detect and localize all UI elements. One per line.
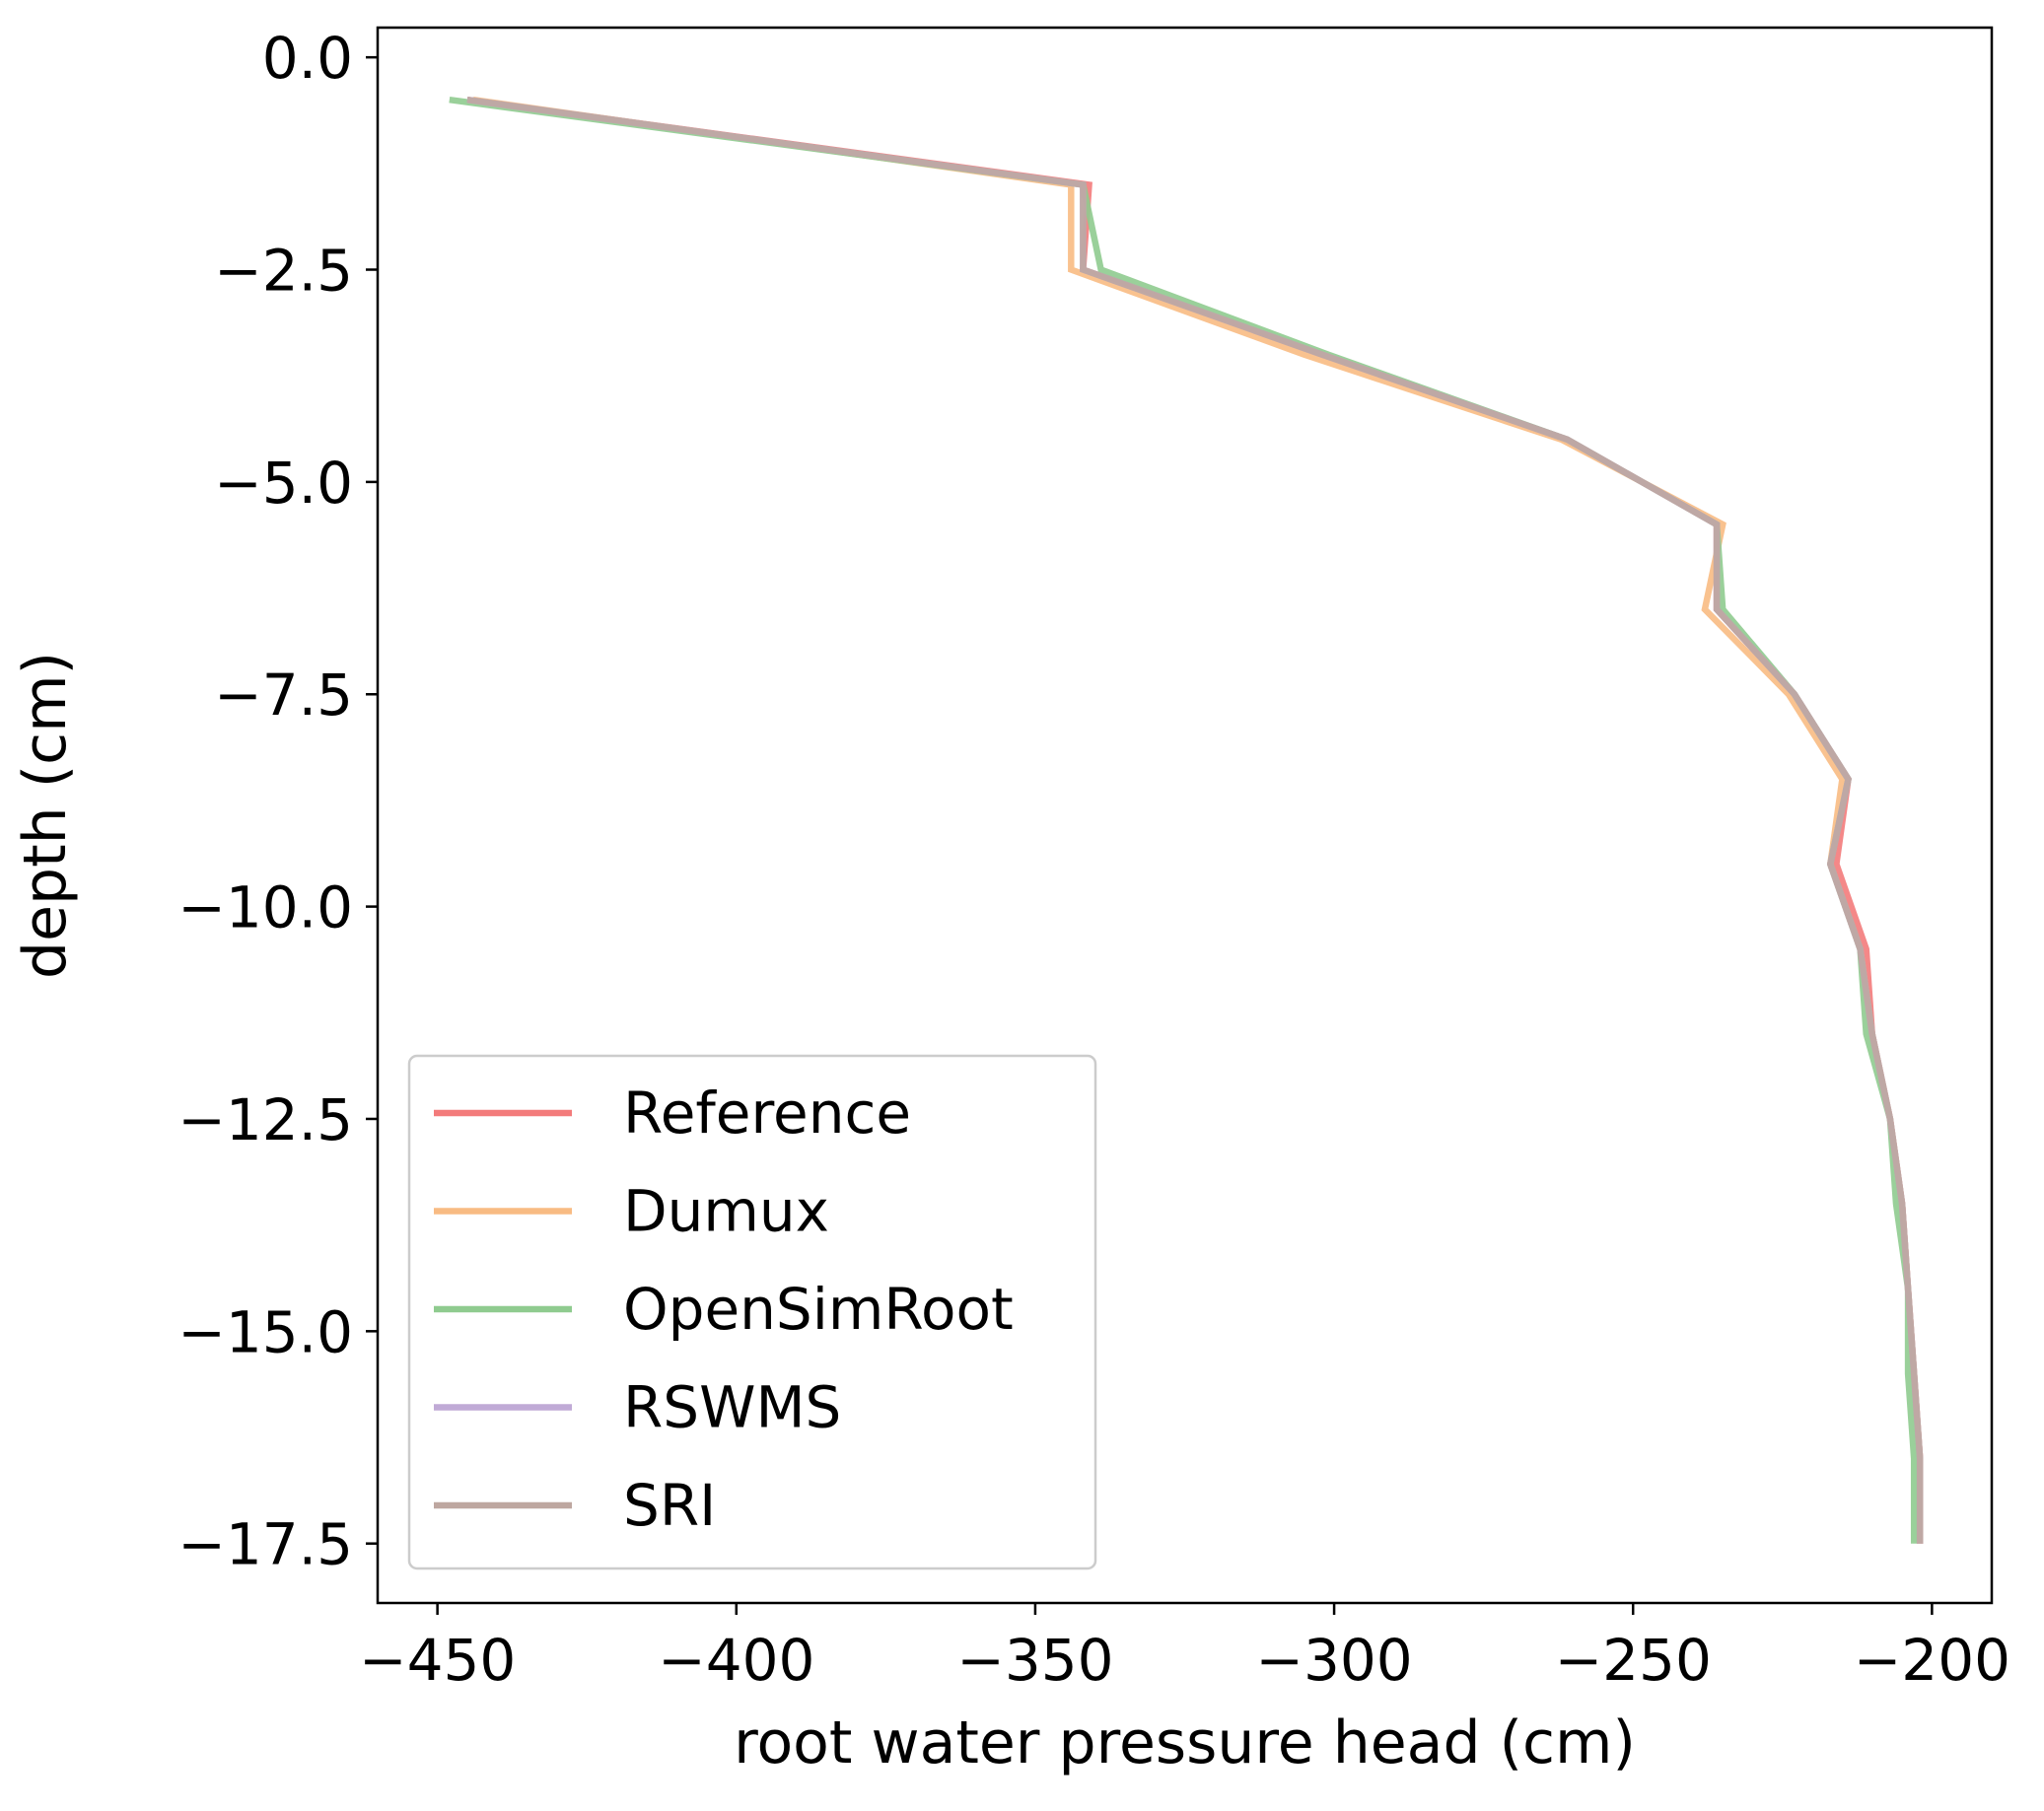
plot-frame	[376, 26, 1994, 1605]
legend-label-reference: Reference	[623, 1080, 911, 1147]
y-axis-title: depth (cm)	[11, 652, 80, 979]
x-tick-label: −450	[359, 1627, 516, 1694]
x-tick-label: −200	[1854, 1627, 2010, 1694]
y-tick-label: −5.0	[214, 450, 353, 517]
legend-label-opensimroot: OpenSimRoot	[623, 1276, 1014, 1343]
y-tick-label: −15.0	[177, 1298, 353, 1365]
y-tick-label: 0.0	[262, 25, 353, 92]
y-tick-label: −17.5	[177, 1511, 353, 1578]
y-tick-label: −2.5	[214, 238, 353, 305]
x-axis-title: root water pressure head (cm)	[734, 1708, 1636, 1777]
legend-label-sri: SRI	[623, 1472, 716, 1539]
x-tick-label: −300	[1255, 1627, 1412, 1694]
x-tick-label: −350	[956, 1627, 1113, 1694]
y-tick-label: −7.5	[214, 662, 353, 729]
x-tick-label: −250	[1555, 1627, 1712, 1694]
y-tick-label: −10.0	[177, 874, 353, 941]
legend-label-rswms: RSWMS	[623, 1374, 841, 1441]
x-tick-label: −400	[658, 1627, 814, 1694]
series-line-sri	[466, 96, 1924, 1544]
legend-box	[407, 1054, 1097, 1570]
series-layer	[449, 96, 1924, 1544]
legend-label-dumux: Dumux	[623, 1178, 829, 1245]
y-axis: 0.0 −2.5 −5.0 −7.5 −10.0 −12.5 −15.0 −17.5	[177, 25, 378, 1578]
legend: Reference Dumux OpenSimRoot RSWMS SRI	[407, 1054, 1097, 1570]
x-axis: −450 −400 −350 −300 −250 −200	[359, 1603, 2010, 1694]
y-tick-label: −12.5	[177, 1086, 353, 1153]
